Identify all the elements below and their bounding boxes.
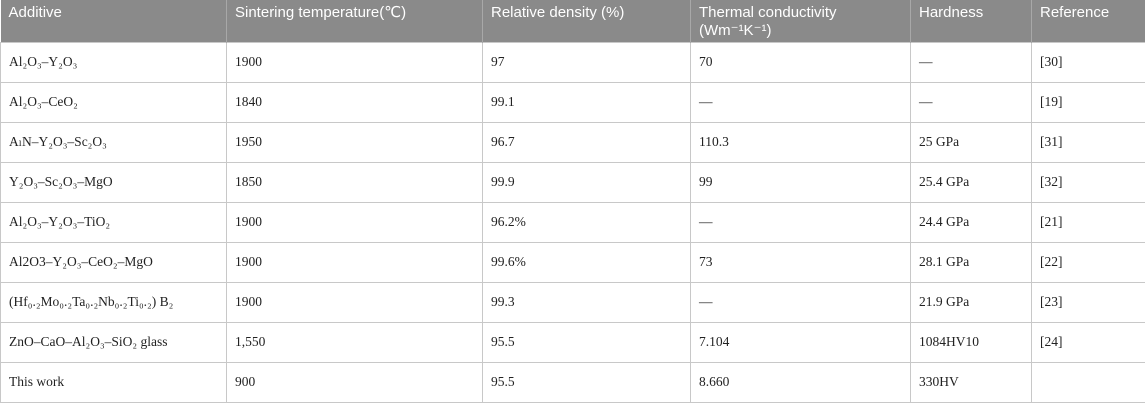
table-cell: 1,550 bbox=[226, 321, 483, 363]
header-cell: Reference bbox=[1031, 0, 1145, 42]
table-cell: 96.2% bbox=[482, 201, 691, 243]
table-cell: [23] bbox=[1031, 281, 1145, 323]
table-cell: 1900 bbox=[226, 41, 483, 83]
table-cell: [30] bbox=[1031, 41, 1145, 83]
table-cell: 7.104 bbox=[690, 321, 911, 363]
table-cell: [31] bbox=[1031, 121, 1145, 163]
table-cell: 1950 bbox=[226, 121, 483, 163]
table-cell: — bbox=[910, 41, 1032, 83]
header-cell: Thermal conductivity (Wm⁻¹K⁻¹) bbox=[690, 0, 911, 42]
table-cell: 1900 bbox=[226, 241, 483, 283]
table-cell: 25 GPa bbox=[910, 121, 1032, 163]
table-cell: Al2O3–Y₂O₃–CeO₂–MgO bbox=[0, 241, 227, 283]
table-cell: 1850 bbox=[226, 161, 483, 203]
table-row: Al₂O₃–Y₂O₃–TiO₂ 1900 96.2% —24.4 GPa [21] bbox=[0, 201, 1145, 243]
table-cell: (Hf₀.₂Mo₀.₂Ta₀.₂Nb₀.₂Ti₀.₂) B₂ bbox=[0, 281, 227, 323]
table-cell: 99.6% bbox=[482, 241, 691, 283]
table-cell: 96.7 bbox=[482, 121, 691, 163]
table-row: Y₂O₃–Sc₂O₃–MgO 1850 99.9 99 25.4 GPa [32] bbox=[0, 161, 1145, 203]
table-cell: ZnO–CaO–Al₂O₃–SiO₂ glass bbox=[0, 321, 227, 363]
table-cell: — bbox=[690, 81, 911, 123]
table-cell: 95.5 bbox=[482, 321, 691, 363]
header-row: Additive Sintering temperature(℃) Relative… bbox=[0, 0, 1145, 42]
table-row: Al₂O₃–Y₂O₃ 1900 97 70— [30] bbox=[0, 41, 1145, 83]
table-cell: [32] bbox=[1031, 161, 1145, 203]
table-cell: 28.1 GPa bbox=[910, 241, 1032, 283]
table-cell: 99 bbox=[690, 161, 911, 203]
table-cell: 900 bbox=[226, 361, 483, 403]
table-cell: 1900 bbox=[226, 281, 483, 323]
table-cell: This work bbox=[0, 361, 227, 403]
table-cell: 25.4 GPa bbox=[910, 161, 1032, 203]
table-cell: — bbox=[690, 281, 911, 323]
table-row: This work 900 95.5 8.660 330HV bbox=[0, 361, 1145, 403]
header-cell: Relative density (%) bbox=[482, 0, 691, 42]
table-row: ZnO–CaO–Al₂O₃–SiO₂ glass 1,550 95.5 7.104 10… bbox=[0, 321, 1145, 363]
table-cell: Al₂O₃–Y₂O₃–TiO₂ bbox=[0, 201, 227, 243]
table-cell: 8.660 bbox=[690, 361, 911, 403]
table-cell: 99.9 bbox=[482, 161, 691, 203]
table-row: Al₂O₃–CeO₂ 1840 99.1— — [19] bbox=[0, 81, 1145, 123]
header-cell: Sintering temperature(℃) bbox=[226, 0, 483, 42]
table-cell: Y₂O₃–Sc₂O₃–MgO bbox=[0, 161, 227, 203]
table-cell: 21.9 GPa bbox=[910, 281, 1032, 323]
table-cell: [19] bbox=[1031, 81, 1145, 123]
table-cell: [21] bbox=[1031, 201, 1145, 243]
table-cell: 110.3 bbox=[690, 121, 911, 163]
table-cell: Al₂O₃–Y₂O₃ bbox=[0, 41, 227, 83]
table-cell: 1084HV10 bbox=[910, 321, 1032, 363]
table-cell: 73 bbox=[690, 241, 911, 283]
table-cell: 99.1 bbox=[482, 81, 691, 123]
table-cell: [22] bbox=[1031, 241, 1145, 283]
table-cell: [24] bbox=[1031, 321, 1145, 363]
table-row: Al2O3–Y₂O₃–CeO₂–MgO 1900 99.6% 73 28.1 GPa [2… bbox=[0, 241, 1145, 283]
table-body: Al₂O₃–Y₂O₃ 1900 97 70— [30] Al₂O₃–CeO₂ 1840 99.… bbox=[0, 41, 1145, 403]
header-cell: Hardness bbox=[910, 0, 1032, 42]
table-cell bbox=[1031, 361, 1145, 403]
table-cell: Al₂O₃–CeO₂ bbox=[0, 81, 227, 123]
table-cell: 99.3 bbox=[482, 281, 691, 323]
table-cell: 1840 bbox=[226, 81, 483, 123]
table-row: AₗN–Y₂O₃–Sc₂O₃ 1950 96.7 110.3 25 GPa [31] bbox=[0, 121, 1145, 163]
table-cell: 97 bbox=[482, 41, 691, 83]
table-cell: 1900 bbox=[226, 201, 483, 243]
table-cell: 95.5 bbox=[482, 361, 691, 403]
table-cell: — bbox=[690, 201, 911, 243]
table-cell: 330HV bbox=[910, 361, 1032, 403]
table-cell: 70 bbox=[690, 41, 911, 83]
table-row: (Hf₀.₂Mo₀.₂Ta₀.₂Nb₀.₂Ti₀.₂) B₂ 1900 99.3—2… bbox=[0, 281, 1145, 323]
table-cell: AₗN–Y₂O₃–Sc₂O₃ bbox=[0, 121, 227, 163]
table-cell: 24.4 GPa bbox=[910, 201, 1032, 243]
table-cell: — bbox=[910, 81, 1032, 123]
header-cell: Additive bbox=[0, 0, 227, 42]
